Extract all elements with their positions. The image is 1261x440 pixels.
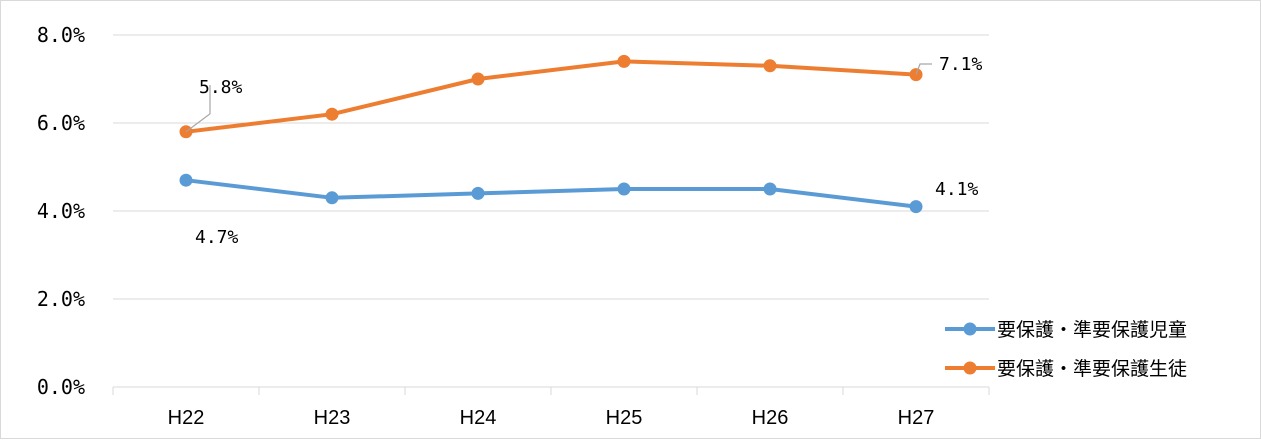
y-tick-label: 2.0%: [37, 287, 85, 311]
data-point: [325, 107, 339, 121]
data-label: 7.1%: [939, 54, 983, 75]
x-tick-label: H24: [460, 407, 497, 429]
x-tick-label: H27: [898, 407, 935, 429]
legend-marker: [963, 322, 977, 336]
leader-line: [915, 63, 932, 75]
data-point: [325, 191, 339, 205]
y-tick-label: 8.0%: [37, 23, 85, 47]
data-point: [617, 182, 631, 196]
series-line-1: [184, 178, 918, 209]
data-label: 5.8%: [199, 77, 243, 98]
y-tick-label: 4.0%: [37, 199, 85, 223]
data-point: [471, 72, 485, 86]
data-point: [617, 54, 631, 68]
legend-marker: [963, 361, 977, 375]
data-point: [763, 59, 777, 73]
x-tick-label: H22: [168, 407, 205, 429]
leader-line: [185, 85, 211, 133]
legend-label: 要保護・準要保護生徒: [997, 358, 1187, 380]
data-point: [909, 200, 923, 214]
data-label: 4.1%: [935, 179, 979, 200]
series-line-2: [184, 59, 918, 134]
x-tick-label: H23: [314, 407, 351, 429]
y-tick-label: 6.0%: [37, 111, 85, 135]
data-label: 4.7%: [195, 227, 239, 248]
data-point: [179, 173, 193, 187]
x-tick-label: H25: [606, 407, 643, 429]
y-tick-label: 0.0%: [37, 375, 85, 399]
x-tick-label: H26: [752, 407, 789, 429]
data-point: [471, 186, 485, 200]
legend-label: 要保護・準要保護児童: [997, 319, 1187, 341]
data-point: [763, 182, 777, 196]
